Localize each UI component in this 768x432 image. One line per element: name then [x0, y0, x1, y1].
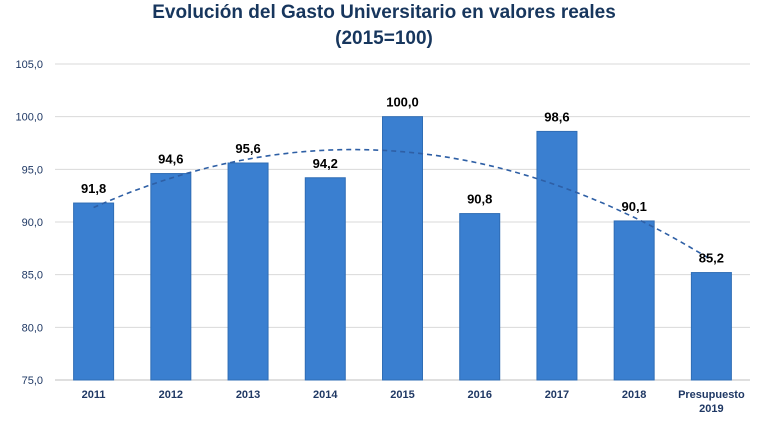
x-tick-label: 2016 [467, 389, 491, 401]
x-tick-label: 2012 [159, 389, 183, 401]
y-tick-label: 100,0 [15, 112, 43, 124]
x-tick-label: Presupuesto [678, 389, 745, 401]
bar [613, 220, 655, 381]
x-tick-label: 2013 [236, 389, 260, 401]
bar [459, 213, 501, 381]
bar [382, 116, 423, 381]
bar [227, 162, 269, 381]
data-label: 95,6 [235, 141, 260, 156]
data-label: 90,1 [622, 199, 647, 214]
y-tick-label: 105,0 [15, 59, 43, 71]
x-tick-label: 2019 [699, 403, 723, 415]
y-tick-label: 80,0 [22, 322, 43, 334]
bar [690, 272, 732, 381]
x-tick-label: 2014 [313, 389, 338, 401]
y-tick-label: 75,0 [22, 375, 43, 387]
y-tick-label: 85,0 [22, 270, 43, 282]
data-label: 94,2 [313, 156, 338, 171]
x-tick-label: 2015 [390, 389, 414, 401]
chart-title: Evolución del Gasto Universitario en val… [152, 2, 616, 23]
data-label: 85,2 [699, 251, 724, 266]
bar [150, 173, 192, 381]
bar [536, 130, 578, 381]
x-tick-label: 2011 [82, 389, 106, 401]
trendline [93, 148, 712, 261]
chart-subtitle: (2015=100) [335, 28, 433, 49]
data-label: 100,0 [386, 95, 419, 110]
x-tick-label: 2017 [545, 389, 569, 401]
data-label: 90,8 [467, 192, 492, 207]
data-label: 94,6 [158, 152, 183, 167]
bar [73, 202, 115, 381]
bar [304, 177, 346, 381]
data-label: 91,8 [81, 181, 106, 196]
data-label: 98,6 [544, 109, 569, 124]
y-tick-label: 90,0 [22, 217, 43, 229]
y-tick-label: 95,0 [22, 164, 43, 176]
x-tick-label: 2018 [622, 389, 646, 401]
